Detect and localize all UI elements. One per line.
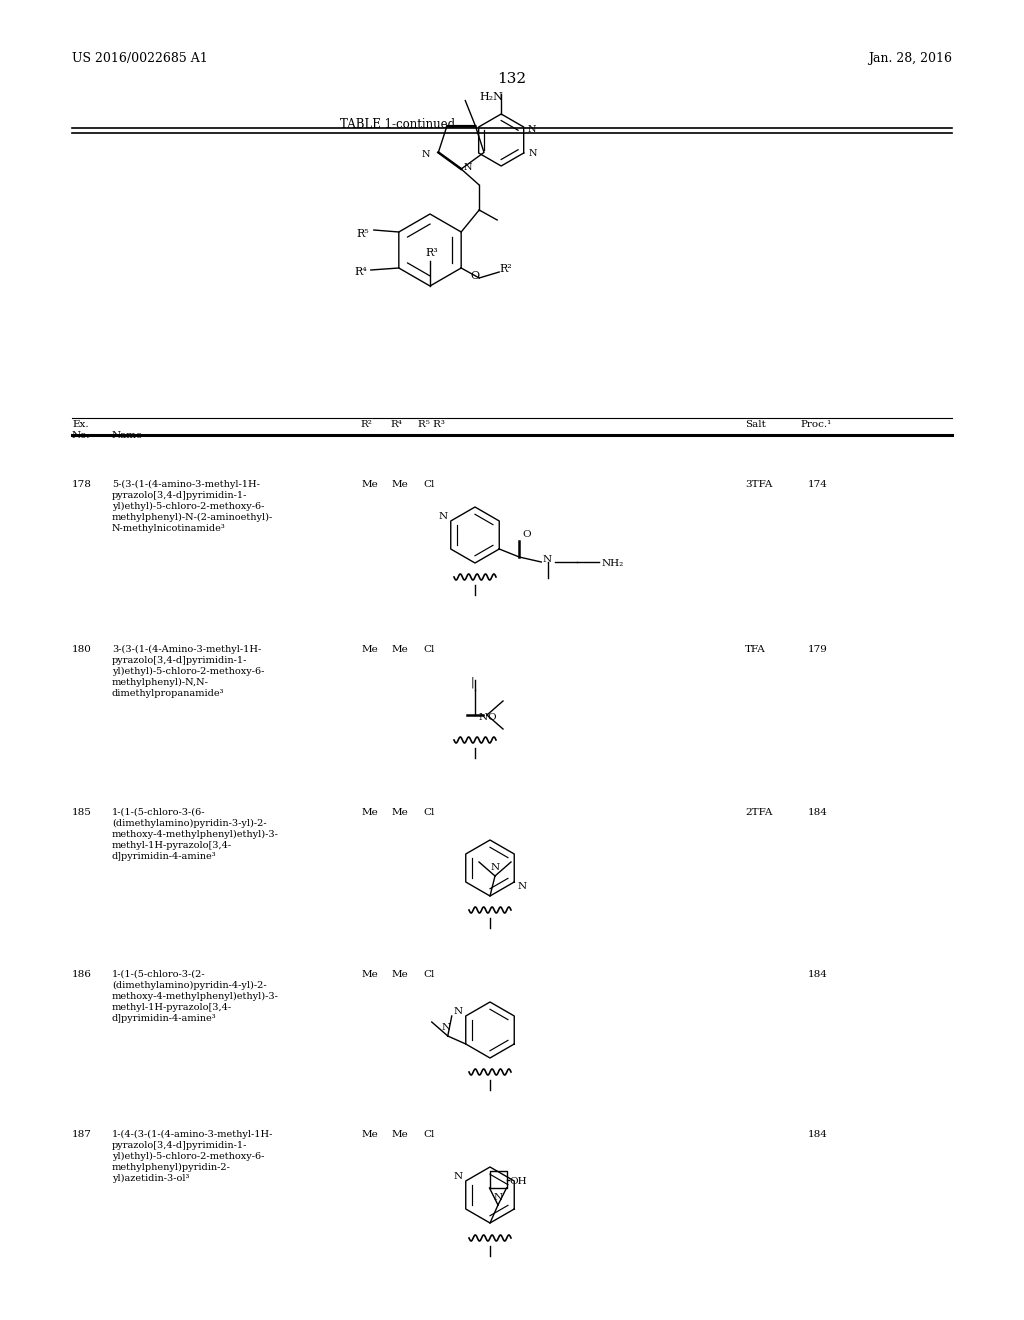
Text: No.: No.	[72, 432, 90, 440]
Text: Proc.¹: Proc.¹	[800, 420, 831, 429]
Text: Cl: Cl	[423, 645, 434, 653]
Text: methoxy-4-methylphenyl)ethyl)-3-: methoxy-4-methylphenyl)ethyl)-3-	[112, 830, 279, 840]
Text: O: O	[487, 713, 496, 722]
Text: N-methylnicotinamide³: N-methylnicotinamide³	[112, 524, 225, 533]
Text: methylphenyl)pyridin-2-: methylphenyl)pyridin-2-	[112, 1163, 230, 1172]
Text: N: N	[454, 1172, 463, 1181]
Text: Cl: Cl	[423, 1130, 434, 1139]
Text: |: |	[471, 676, 475, 688]
Text: Me: Me	[362, 645, 379, 653]
Text: N: N	[494, 1193, 503, 1203]
Text: Ex.: Ex.	[72, 420, 89, 429]
Text: pyrazolo[3,4-d]pyrimidin-1-: pyrazolo[3,4-d]pyrimidin-1-	[112, 491, 248, 500]
Text: 1-(4-(3-(1-(4-amino-3-methyl-1H-: 1-(4-(3-(1-(4-amino-3-methyl-1H-	[112, 1130, 273, 1139]
Text: 180: 180	[72, 645, 92, 653]
Text: yl)ethyl)-5-chloro-2-methoxy-6-: yl)ethyl)-5-chloro-2-methoxy-6-	[112, 667, 264, 676]
Text: dimethylpropanamide³: dimethylpropanamide³	[112, 689, 224, 698]
Text: (dimethylamino)pyridin-3-yl)-2-: (dimethylamino)pyridin-3-yl)-2-	[112, 818, 266, 828]
Text: N: N	[527, 124, 537, 133]
Text: N: N	[517, 882, 526, 891]
Text: N: N	[490, 863, 500, 873]
Text: 185: 185	[72, 808, 92, 817]
Text: 187: 187	[72, 1130, 92, 1139]
Text: 179: 179	[808, 645, 827, 653]
Text: Me: Me	[362, 970, 379, 979]
Text: R³: R³	[425, 248, 437, 257]
Text: TABLE 1-continued: TABLE 1-continued	[340, 117, 455, 131]
Text: Name: Name	[112, 432, 143, 440]
Text: O: O	[471, 271, 479, 281]
Text: N: N	[438, 512, 447, 521]
Text: 1-(1-(5-chloro-3-(6-: 1-(1-(5-chloro-3-(6-	[112, 808, 206, 817]
Text: 174: 174	[808, 480, 827, 488]
Text: R⁵: R⁵	[356, 228, 370, 239]
Text: 184: 184	[808, 808, 827, 817]
Text: OH: OH	[510, 1177, 527, 1185]
Text: N: N	[528, 149, 538, 157]
Text: 184: 184	[808, 1130, 827, 1139]
Text: R⁵ R³: R⁵ R³	[418, 420, 444, 429]
Text: yl)ethyl)-5-chloro-2-methoxy-6-: yl)ethyl)-5-chloro-2-methoxy-6-	[112, 1152, 264, 1162]
Text: 132: 132	[498, 73, 526, 86]
Text: 1-(1-(5-chloro-3-(2-: 1-(1-(5-chloro-3-(2-	[112, 970, 206, 979]
Text: Me: Me	[362, 1130, 379, 1139]
Text: d]pyrimidin-4-amine³: d]pyrimidin-4-amine³	[112, 1014, 217, 1023]
Text: Salt: Salt	[745, 420, 766, 429]
Text: (dimethylamino)pyridin-4-yl)-2-: (dimethylamino)pyridin-4-yl)-2-	[112, 981, 266, 990]
Text: Me: Me	[392, 808, 409, 817]
Text: R⁴: R⁴	[355, 267, 368, 277]
Text: N: N	[441, 1023, 451, 1032]
Text: Cl: Cl	[423, 808, 434, 817]
Text: 184: 184	[808, 970, 827, 979]
Text: NH₂: NH₂	[601, 560, 624, 569]
Text: R²: R²	[360, 420, 372, 429]
Text: 5-(3-(1-(4-amino-3-methyl-1H-: 5-(3-(1-(4-amino-3-methyl-1H-	[112, 480, 260, 490]
Text: Me: Me	[392, 480, 409, 488]
Text: methoxy-4-methylphenyl)ethyl)-3-: methoxy-4-methylphenyl)ethyl)-3-	[112, 993, 279, 1001]
Text: R⁴: R⁴	[390, 420, 401, 429]
Text: Me: Me	[362, 480, 379, 488]
Text: methyl-1H-pyrazolo[3,4-: methyl-1H-pyrazolo[3,4-	[112, 841, 232, 850]
Text: Me: Me	[392, 645, 409, 653]
Text: N: N	[543, 556, 551, 565]
Text: methylphenyl)-N-(2-aminoethyl)-: methylphenyl)-N-(2-aminoethyl)-	[112, 513, 273, 523]
Text: Cl: Cl	[423, 480, 434, 488]
Text: 3TFA: 3TFA	[745, 480, 772, 488]
Text: 3-(3-(1-(4-Amino-3-methyl-1H-: 3-(3-(1-(4-Amino-3-methyl-1H-	[112, 645, 261, 655]
Text: methyl-1H-pyrazolo[3,4-: methyl-1H-pyrazolo[3,4-	[112, 1003, 232, 1012]
Text: pyrazolo[3,4-d]pyrimidin-1-: pyrazolo[3,4-d]pyrimidin-1-	[112, 1140, 248, 1150]
Text: N: N	[422, 150, 430, 158]
Text: Jan. 28, 2016: Jan. 28, 2016	[868, 51, 952, 65]
Text: 178: 178	[72, 480, 92, 488]
Text: US 2016/0022685 A1: US 2016/0022685 A1	[72, 51, 208, 65]
Text: yl)ethyl)-5-chloro-2-methoxy-6-: yl)ethyl)-5-chloro-2-methoxy-6-	[112, 502, 264, 511]
Text: TFA: TFA	[745, 645, 766, 653]
Text: Me: Me	[392, 970, 409, 979]
Text: R²: R²	[499, 264, 512, 275]
Text: Me: Me	[392, 1130, 409, 1139]
Text: 2TFA: 2TFA	[745, 808, 772, 817]
Text: yl)azetidin-3-ol³: yl)azetidin-3-ol³	[112, 1173, 189, 1183]
Text: O: O	[522, 531, 530, 539]
Text: d]pyrimidin-4-amine³: d]pyrimidin-4-amine³	[112, 851, 217, 861]
Text: H₂N: H₂N	[479, 92, 503, 102]
Text: Me: Me	[362, 808, 379, 817]
Text: methylphenyl)-N,N-: methylphenyl)-N,N-	[112, 678, 209, 688]
Text: N: N	[454, 1007, 463, 1016]
Text: pyrazolo[3,4-d]pyrimidin-1-: pyrazolo[3,4-d]pyrimidin-1-	[112, 656, 248, 665]
Text: Cl: Cl	[423, 970, 434, 979]
Text: 186: 186	[72, 970, 92, 979]
Text: N: N	[479, 713, 488, 722]
Text: N: N	[463, 162, 472, 172]
